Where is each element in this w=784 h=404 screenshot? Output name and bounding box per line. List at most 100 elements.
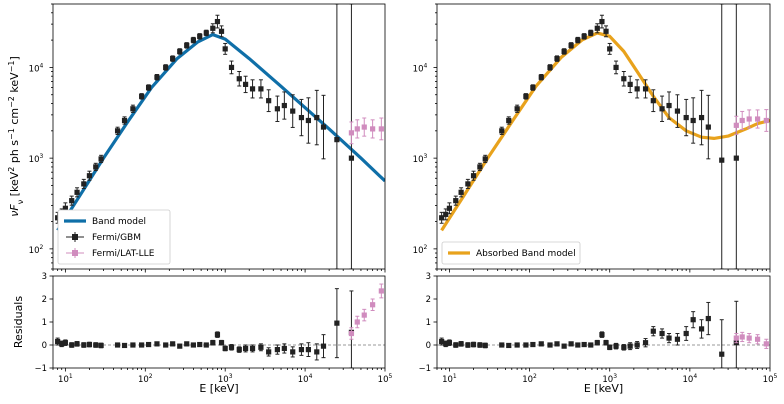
data-point-fermi-gbm <box>74 341 80 347</box>
data-point-fermi-gbm <box>439 211 445 224</box>
data-marker <box>86 173 93 179</box>
y-tick-label: 2 <box>426 295 431 305</box>
data-point-fermi-gbm <box>514 342 520 348</box>
data-marker <box>145 84 152 91</box>
data-marker <box>603 28 609 34</box>
data-point-fermi-gbm <box>547 342 553 348</box>
data-marker <box>348 155 355 161</box>
data-point-fermi-gbm <box>305 97 312 144</box>
data-marker <box>249 86 256 92</box>
data-marker <box>634 342 640 348</box>
x-tick-base: 10 <box>138 375 149 385</box>
data-point-fermi-gbm <box>228 60 235 75</box>
data-point-fermi-gbm <box>170 55 176 62</box>
y-tick-base: 10 <box>29 246 40 256</box>
data-point-fermi-gbm <box>634 79 640 99</box>
data-point-fermi-lat-lle <box>754 109 761 129</box>
data-marker <box>506 342 512 349</box>
data-point-fermi-lat-lle <box>361 117 367 137</box>
legend-handle-marker <box>72 234 78 240</box>
data-marker <box>98 342 104 349</box>
data-point-fermi-gbm <box>575 342 581 348</box>
y-axis-label-part: −1 <box>7 128 16 140</box>
data-marker <box>499 128 505 134</box>
x-axis-label: E [keV] <box>199 382 238 395</box>
data-point-fermi-gbm <box>69 195 75 206</box>
data-point-fermi-gbm <box>121 342 128 349</box>
data-marker <box>81 181 87 187</box>
data-point-fermi-gbm <box>98 154 104 164</box>
data-point-fermi-gbm <box>258 79 264 99</box>
data-marker <box>222 46 228 52</box>
data-point-fermi-gbm <box>314 343 320 361</box>
data-marker <box>210 25 216 31</box>
x-tick-label: 103 <box>218 373 233 385</box>
data-point-fermi-gbm <box>666 333 672 344</box>
data-marker <box>690 117 696 124</box>
data-marker <box>746 335 752 341</box>
data-marker <box>114 128 121 134</box>
data-marker <box>177 48 183 55</box>
data-point-fermi-gbm <box>523 342 529 348</box>
data-point-fermi-gbm <box>320 94 327 160</box>
data-point-fermi-gbm <box>274 344 280 355</box>
data-point-fermi-gbm <box>298 98 305 137</box>
data-marker <box>588 342 594 348</box>
data-point-fermi-gbm <box>607 42 613 55</box>
y-axis-label: Residuals <box>12 296 25 348</box>
y-axis-label-part: keV <box>8 72 21 96</box>
data-point-fermi-gbm <box>698 319 705 339</box>
data-point-fermi-gbm <box>568 341 574 347</box>
data-point-fermi-gbm <box>698 89 705 146</box>
y-tick-exponent: 2 <box>40 244 44 251</box>
y-tick-base: 10 <box>413 246 424 256</box>
y-axis-label-part: cm <box>8 108 21 128</box>
data-point-fermi-gbm <box>650 326 656 337</box>
data-point-fermi-gbm <box>145 341 152 348</box>
data-point-fermi-gbm <box>320 334 327 359</box>
x-tick-exponent: 2 <box>533 373 537 380</box>
axes-frame <box>52 3 386 270</box>
legend-label: Band model <box>92 217 146 227</box>
data-marker <box>69 342 75 348</box>
data-marker <box>55 338 61 345</box>
data-point-fermi-gbm <box>98 342 104 349</box>
data-point-fermi-gbm <box>453 195 459 206</box>
data-point-fermi-gbm <box>210 339 216 346</box>
data-marker <box>145 341 152 348</box>
x-tick-label: 102 <box>522 373 537 385</box>
data-marker <box>218 340 225 346</box>
x-tick-exponent: 3 <box>613 373 617 380</box>
data-marker <box>320 343 327 349</box>
data-marker <box>114 342 121 348</box>
plot-area <box>53 283 385 368</box>
data-marker <box>698 326 705 332</box>
data-marker <box>439 215 445 221</box>
data-marker <box>733 122 739 128</box>
data-point-fermi-gbm <box>627 342 633 351</box>
data-point-fermi-gbm <box>659 328 665 339</box>
data-marker <box>314 114 320 121</box>
data-marker <box>763 341 769 347</box>
data-point-fermi-gbm <box>613 60 619 75</box>
data-point-fermi-gbm <box>266 89 272 113</box>
data-point-fermi-gbm <box>719 319 725 368</box>
data-marker <box>674 336 681 342</box>
data-marker <box>190 342 196 348</box>
x-tick-exponent: 5 <box>774 373 778 380</box>
data-marker <box>514 342 520 348</box>
data-point-fermi-gbm <box>139 342 145 348</box>
data-point-fermi-gbm <box>298 343 305 356</box>
data-point-fermi-gbm <box>163 64 169 71</box>
data-point-fermi-lat-lle <box>378 117 384 141</box>
data-point-fermi-gbm <box>334 288 340 359</box>
data-marker <box>203 342 209 348</box>
y-axis-label-part: ph s <box>8 140 21 167</box>
data-marker <box>599 332 605 338</box>
data-point-fermi-gbm <box>86 341 93 348</box>
data-marker <box>320 124 327 130</box>
data-marker <box>754 116 761 122</box>
data-point-fermi-gbm <box>218 25 225 38</box>
data-point-fermi-gbm <box>139 93 145 100</box>
data-marker <box>594 25 600 31</box>
